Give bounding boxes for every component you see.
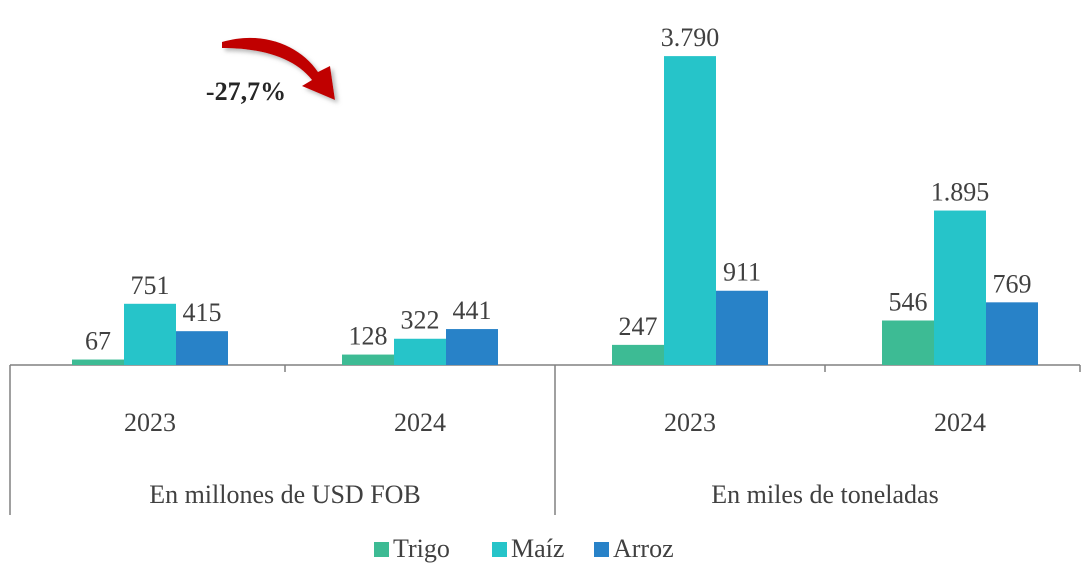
bar bbox=[342, 354, 394, 365]
bar bbox=[612, 344, 664, 365]
bar bbox=[446, 329, 498, 365]
legend-swatch bbox=[492, 542, 507, 557]
bar bbox=[176, 331, 228, 365]
x-tick-label: 2024 bbox=[394, 408, 446, 437]
value-label: 546 bbox=[889, 287, 928, 316]
value-label: 128 bbox=[349, 322, 388, 351]
bar bbox=[716, 290, 768, 365]
legend-label: Maíz bbox=[511, 534, 564, 563]
value-label: 751 bbox=[131, 271, 170, 300]
value-label: 3.790 bbox=[661, 23, 720, 52]
legend-label: Arroz bbox=[613, 534, 674, 563]
x-tick-label: 2024 bbox=[934, 408, 986, 437]
legend-swatch bbox=[374, 542, 389, 557]
value-label: 67 bbox=[85, 327, 111, 356]
x-tick-label: 2023 bbox=[124, 408, 176, 437]
bar bbox=[882, 320, 934, 365]
bar bbox=[986, 302, 1038, 365]
value-label: 415 bbox=[183, 298, 222, 327]
bar bbox=[124, 303, 176, 365]
value-label: 441 bbox=[453, 296, 492, 325]
value-label: 769 bbox=[993, 269, 1032, 298]
x-tick-label: 2023 bbox=[664, 408, 716, 437]
bar bbox=[664, 56, 716, 366]
trend-arrow bbox=[222, 37, 335, 100]
value-label: 911 bbox=[723, 258, 761, 287]
value-label: 247 bbox=[619, 312, 658, 341]
legend-label: Trigo bbox=[393, 534, 450, 563]
value-label: 322 bbox=[401, 306, 440, 335]
annotation: -27,7% bbox=[206, 77, 286, 106]
value-label: 1.895 bbox=[931, 178, 990, 207]
legend-swatch bbox=[594, 542, 609, 557]
bar bbox=[934, 210, 986, 365]
bar bbox=[394, 338, 446, 365]
bar bbox=[72, 359, 124, 365]
group-label: En millones de USD FOB bbox=[149, 480, 421, 509]
group-label: En miles de toneladas bbox=[711, 480, 938, 509]
